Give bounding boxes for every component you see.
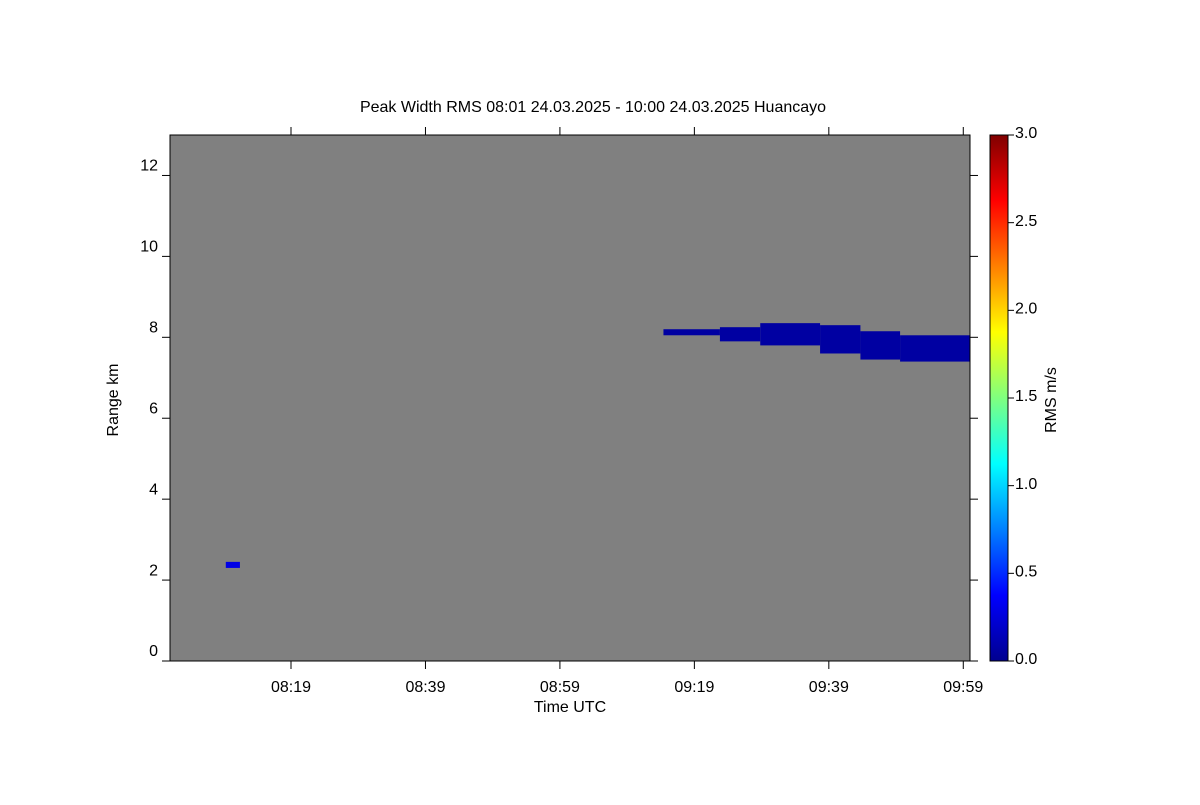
x-tick-label: 09:39 xyxy=(809,679,849,696)
colorbar-tick-label: 0.5 xyxy=(1015,564,1037,581)
y-tick-label: 8 xyxy=(149,320,158,337)
plot-frame xyxy=(169,134,971,662)
plot-area xyxy=(170,135,970,661)
colorbar-tick-label: 3.0 xyxy=(1015,125,1037,142)
x-tick-label: 09:59 xyxy=(943,679,983,696)
y-axis-label: Range km xyxy=(105,364,122,437)
echo-patch xyxy=(820,325,861,354)
echo-patch xyxy=(900,335,970,362)
colorbar xyxy=(989,134,1009,662)
y-tick-label: 2 xyxy=(149,562,158,579)
echo-patch xyxy=(719,327,761,342)
x-tick-label: 09:19 xyxy=(674,679,714,696)
x-tick-label: 08:39 xyxy=(405,679,445,696)
echo-patch xyxy=(225,561,240,568)
colorbar-tick-label: 0.0 xyxy=(1015,651,1037,668)
echo-patch xyxy=(663,329,720,336)
chart-title: Peak Width RMS 08:01 24.03.2025 - 10:00 … xyxy=(360,99,826,116)
echo-patch xyxy=(760,323,821,346)
y-tick-label: 6 xyxy=(149,400,158,417)
colorbar-tick-label: 1.0 xyxy=(1015,476,1037,493)
x-tick-label: 08:59 xyxy=(540,679,580,696)
echo-patch xyxy=(860,331,901,360)
y-tick-label: 10 xyxy=(140,239,158,256)
x-axis-label: Time UTC xyxy=(534,699,606,716)
colorbar-tick-label: 1.5 xyxy=(1015,388,1037,405)
colorbar-tick-label: 2.0 xyxy=(1015,301,1037,318)
y-tick-label: 12 xyxy=(140,158,158,175)
y-tick-label: 0 xyxy=(149,643,158,660)
colorbar-tick-label: 2.5 xyxy=(1015,213,1037,230)
x-tick-label: 08:19 xyxy=(271,679,311,696)
colorbar-label: RMS m/s xyxy=(1043,367,1060,433)
y-tick-label: 4 xyxy=(149,481,158,498)
